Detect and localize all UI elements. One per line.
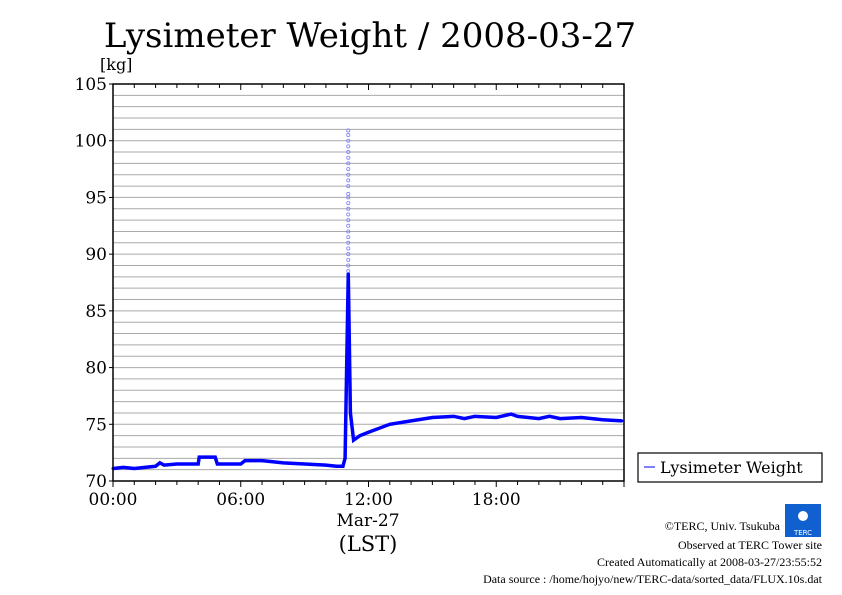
created-note: Created Automatically at 2008-03-27/23:5… (597, 555, 822, 569)
spike-point (346, 161, 351, 166)
y-tick-label: 90 (85, 245, 107, 265)
data-point (243, 459, 247, 463)
spike-point (346, 167, 351, 172)
spike-point (346, 138, 351, 143)
spike-point (346, 150, 351, 155)
x-tick-label: 06:00 (216, 490, 265, 510)
spike-point (346, 201, 351, 206)
spike-point (346, 246, 351, 251)
terc-logo: TERC (785, 504, 821, 537)
spike-point (346, 128, 351, 133)
data-point (367, 430, 370, 434)
data-point (239, 462, 243, 466)
data-point (162, 463, 166, 467)
chart-title: Lysimeter Weight / 2008-03-27 (104, 16, 636, 56)
data-point (462, 417, 466, 421)
data-point (335, 464, 339, 468)
spike-point (346, 269, 351, 274)
spike-point (346, 184, 351, 189)
spike-point (346, 144, 351, 149)
data-point (348, 411, 352, 415)
spike-point (346, 172, 351, 177)
data-point (388, 422, 392, 426)
data-point (452, 414, 456, 418)
data-point (352, 438, 356, 442)
x-axis-label: (LST) (339, 532, 398, 556)
spike-point (346, 263, 351, 268)
spike-point (346, 133, 351, 138)
observed-note: Observed at TERC Tower site (677, 538, 822, 552)
data-point (213, 455, 217, 459)
data-point (154, 464, 158, 468)
y-tick-label: 95 (85, 188, 107, 208)
y-tick-label: 85 (85, 302, 107, 322)
y-tick-label: 70 (85, 472, 107, 492)
data-point (620, 419, 624, 423)
date-label: Mar-27 (336, 511, 399, 531)
data-source: Data source : /home/hojyo/new/TERC-data/… (483, 572, 822, 586)
legend: Lysimeter Weight (637, 452, 823, 483)
y-tick-label: 75 (85, 415, 107, 435)
logo-text: TERC (793, 529, 812, 537)
data-point (516, 414, 520, 418)
spike-point (346, 240, 351, 245)
spike-point (346, 229, 351, 234)
copyright: ©TERC, Univ. Tsukuba (664, 519, 780, 533)
y-tick-label: 80 (85, 359, 107, 379)
data-point (341, 464, 345, 468)
spike-point (346, 212, 351, 217)
y-tick-label: 105 (75, 75, 107, 95)
data-point (196, 462, 200, 466)
y-axis-unit: [kg] (100, 55, 132, 74)
data-point (197, 455, 201, 459)
x-tick-label: 00:00 (89, 490, 138, 510)
spike-point (346, 235, 351, 240)
data-point (324, 463, 328, 467)
data-point (558, 417, 562, 421)
series-line (112, 273, 622, 471)
data-point (175, 462, 179, 466)
data-point (494, 415, 498, 419)
spike-point (346, 223, 351, 228)
data-point (601, 418, 605, 422)
data-point (473, 414, 477, 418)
data-point (509, 412, 513, 416)
data-point (358, 434, 362, 438)
data-point (537, 417, 541, 421)
data-point (430, 415, 434, 419)
legend-label: Lysimeter Weight (660, 458, 803, 477)
data-point (215, 462, 219, 466)
plot-frame (112, 83, 625, 482)
data-point (158, 461, 162, 465)
spike-point (346, 206, 351, 211)
data-point (132, 467, 136, 471)
data-point (303, 462, 307, 466)
spike-point (346, 252, 351, 257)
data-point (122, 465, 126, 469)
spike-point (346, 257, 351, 262)
data-point (579, 415, 583, 419)
data-point (547, 414, 551, 418)
data-point (409, 419, 413, 423)
spike-point (346, 218, 351, 223)
y-tick-label: 100 (75, 132, 107, 152)
data-point (281, 461, 285, 465)
x-tick-label: 18:00 (472, 490, 521, 510)
x-tick-label: 12:00 (344, 490, 393, 510)
spike-point (346, 178, 351, 183)
data-point (143, 465, 147, 469)
spike-point (346, 192, 351, 197)
spike-point (346, 155, 351, 160)
data-point (260, 459, 264, 463)
data-point (343, 456, 347, 460)
